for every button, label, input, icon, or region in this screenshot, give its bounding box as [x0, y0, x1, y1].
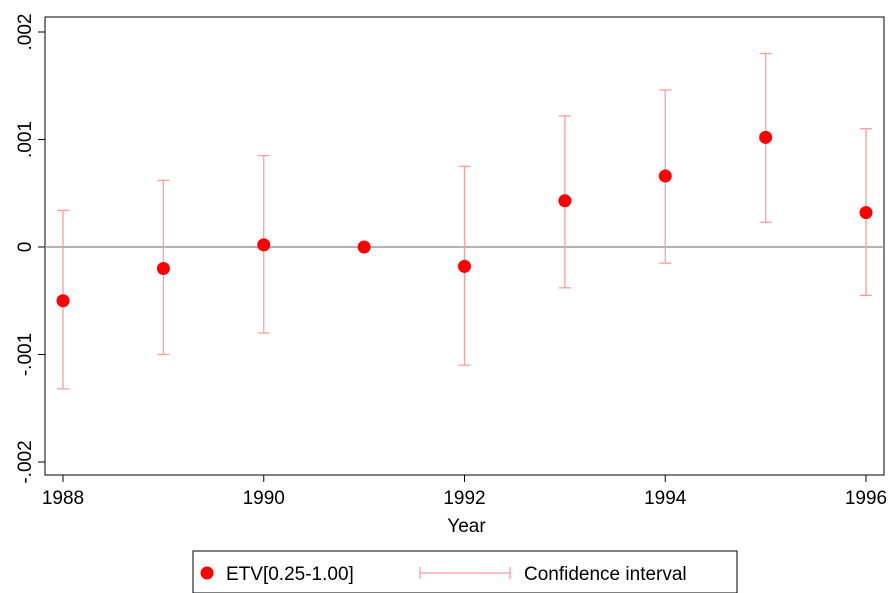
legend-box [192, 550, 738, 593]
legend-label-estimate: ETV[0.25-1.00] [226, 564, 354, 585]
x-tick-label: 1994 [644, 488, 687, 509]
data-point [759, 130, 773, 144]
x-tick-label: 1992 [443, 488, 485, 509]
x-axis-title: Year [447, 516, 486, 537]
data-point [658, 169, 672, 183]
legend-label-ci: Confidence interval [524, 564, 687, 585]
data-point [357, 240, 371, 254]
legend: ETV[0.25-1.00] Confidence interval [192, 550, 738, 593]
y-tick-label: .001 [15, 121, 36, 158]
legend-marker-point [200, 566, 214, 580]
data-point [257, 238, 271, 252]
y-tick-label: .002 [15, 14, 36, 51]
plot-area: -.002 -.001 0 .001 .002 1988 1990 1992 1994 1996 [15, 14, 887, 509]
data-point [859, 206, 873, 220]
x-tick-label: 1996 [845, 488, 887, 509]
data-point [558, 194, 572, 208]
y-tick-label: -.002 [15, 440, 36, 483]
x-tick-label: 1988 [42, 488, 84, 509]
y-tick-label: -.001 [15, 333, 36, 376]
x-tick-label: 1990 [243, 488, 285, 509]
data-point [56, 294, 70, 308]
legend-marker-ci [419, 567, 511, 579]
data-point [458, 259, 471, 273]
data-point [156, 262, 170, 275]
y-tick-label: 0 [15, 242, 36, 253]
